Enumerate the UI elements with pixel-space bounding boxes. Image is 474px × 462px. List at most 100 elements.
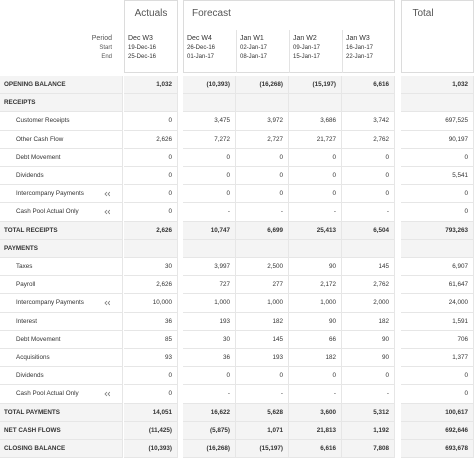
period-name: Dec W3	[128, 35, 153, 42]
cell-value	[401, 239, 474, 258]
cell-value: 14,051	[124, 403, 178, 422]
cell-value: 2,762	[342, 276, 395, 295]
period-name: Dec W4	[187, 35, 212, 42]
cell-value: 0	[124, 367, 178, 386]
cell-value: 0	[342, 367, 395, 386]
cell-value: 0	[342, 167, 395, 186]
cell-value: 3,742	[342, 112, 395, 131]
cell-value: 193	[183, 312, 236, 331]
cell-value: 6,907	[401, 258, 474, 277]
cell-value: 2,000	[342, 294, 395, 313]
cell-value: 3,997	[183, 258, 236, 277]
cell-value: 1,071	[236, 421, 289, 440]
cell-value: 0	[236, 185, 289, 204]
expand-icon[interactable]	[104, 300, 110, 306]
header-divider	[289, 30, 290, 73]
expand-icon[interactable]	[104, 391, 110, 397]
cell-value: 0	[236, 148, 289, 167]
period-label: Period	[91, 35, 112, 42]
cell-value: 0	[124, 185, 178, 204]
cell-value: -	[183, 385, 236, 404]
cell-value	[236, 94, 289, 113]
cell-value: 6,504	[342, 221, 395, 240]
cell-value: 93	[124, 349, 178, 368]
cell-value: 10,000	[124, 294, 178, 313]
cell-value: -	[236, 203, 289, 222]
row-label: Dividends	[0, 367, 123, 386]
cell-value: 277	[236, 276, 289, 295]
cell-value	[124, 94, 178, 113]
cell-value: 693,678	[401, 440, 474, 459]
row-label: RECEIPTS	[0, 94, 123, 113]
cell-value: 30	[183, 330, 236, 349]
cell-value: 30	[124, 258, 178, 277]
period-end: 01-Jan-17	[187, 54, 215, 60]
cell-value: 2,762	[342, 130, 395, 149]
cell-value: 793,263	[401, 221, 474, 240]
cell-value: 0	[124, 167, 178, 186]
cell-value: 182	[236, 312, 289, 331]
cell-value: (15,197)	[236, 440, 289, 459]
cell-value: 0	[289, 185, 342, 204]
cell-value: 3,475	[183, 112, 236, 131]
period-label: End	[101, 54, 112, 60]
cell-value: 182	[289, 349, 342, 368]
cell-value: 692,646	[401, 421, 474, 440]
cell-value: 2,626	[124, 276, 178, 295]
cell-value: 1,000	[289, 294, 342, 313]
cell-value: 7,272	[183, 130, 236, 149]
row-label: NET CASH FLOWS	[0, 421, 123, 440]
cell-value: 0	[342, 148, 395, 167]
cell-value: (10,393)	[183, 76, 236, 95]
cell-value: 0	[124, 112, 178, 131]
cell-value: 61,647	[401, 276, 474, 295]
cell-value: 0	[124, 148, 178, 167]
cell-value: 2,500	[236, 258, 289, 277]
cell-value: 697,525	[401, 112, 474, 131]
cell-value: 85	[124, 330, 178, 349]
cell-value: 6,616	[342, 76, 395, 95]
cell-value	[342, 94, 395, 113]
row-label: Interest	[0, 312, 123, 331]
row-label: Cash Pool Actual Only	[0, 385, 123, 404]
row-label: CLOSING BALANCE	[0, 440, 123, 459]
expand-icon[interactable]	[104, 209, 110, 215]
period-start: 26-Dec-16	[187, 45, 216, 51]
cell-value: (16,268)	[183, 440, 236, 459]
header-divider	[236, 30, 237, 73]
cell-value: -	[289, 203, 342, 222]
row-label: OPENING BALANCE	[0, 76, 123, 95]
cell-value: 2,626	[124, 221, 178, 240]
cell-value: 0	[401, 148, 474, 167]
cell-value: 6,699	[236, 221, 289, 240]
cell-value	[401, 94, 474, 113]
cell-value: 1,377	[401, 349, 474, 368]
period-start: 19-Dec-16	[128, 45, 157, 51]
cell-value: 21,727	[289, 130, 342, 149]
group-title: Total	[412, 8, 434, 19]
cell-value: 90,197	[401, 130, 474, 149]
cell-value: 5,541	[401, 167, 474, 186]
row-label: Debt Movement	[0, 330, 123, 349]
actuals-header	[124, 0, 178, 73]
period-end: 15-Jan-17	[293, 54, 321, 60]
cell-value: 5,628	[236, 403, 289, 422]
row-label: TOTAL RECEIPTS	[0, 221, 123, 240]
cell-value	[183, 94, 236, 113]
cell-value: 90	[342, 330, 395, 349]
cell-value	[289, 239, 342, 258]
cell-value: 21,813	[289, 421, 342, 440]
cell-value: 66	[289, 330, 342, 349]
cell-value	[342, 239, 395, 258]
cell-value: (16,268)	[236, 76, 289, 95]
cell-value: 1,192	[342, 421, 395, 440]
period-name: Jan W1	[240, 35, 264, 42]
cell-value: 0	[401, 385, 474, 404]
cell-value: 16,622	[183, 403, 236, 422]
period-start: 09-Jan-17	[293, 45, 321, 51]
cell-value	[289, 94, 342, 113]
cell-value: (11,425)	[124, 421, 178, 440]
cell-value: 3,972	[236, 112, 289, 131]
expand-icon[interactable]	[104, 191, 110, 197]
